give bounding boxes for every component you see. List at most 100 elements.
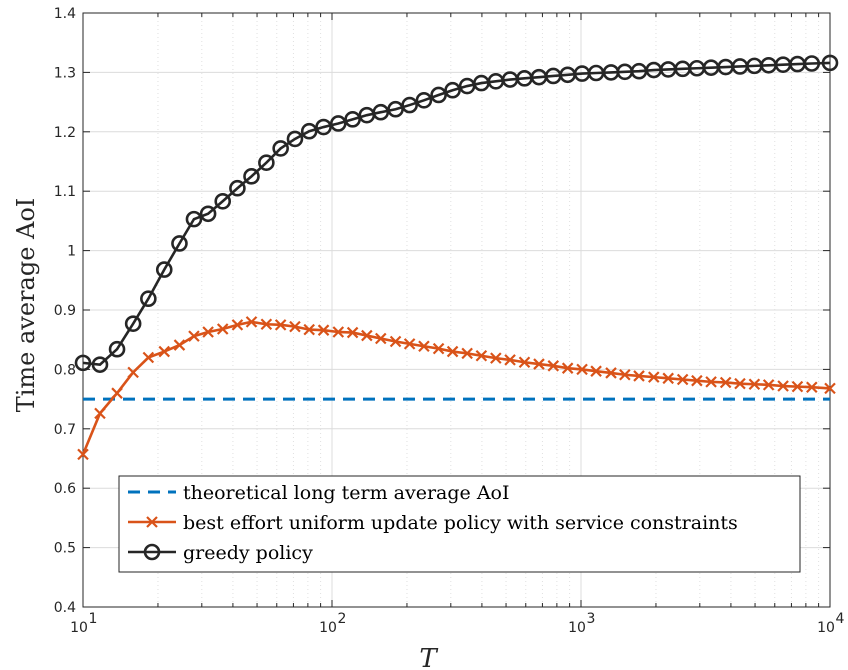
y-tick-label: 0.8: [54, 362, 76, 378]
data-point-x-marker: [662, 372, 674, 385]
x-tick-exponent: 4: [836, 611, 845, 627]
greedy-series: [74, 54, 839, 373]
data-point-x-marker: [188, 330, 200, 342]
y-tick-label: 0.6: [54, 481, 76, 497]
y-tick-label: 0.5: [54, 541, 76, 557]
y-tick-label: 1.4: [54, 6, 76, 22]
data-point-x-marker: [762, 379, 775, 391]
legend-box: [118, 475, 801, 573]
data-point-x-marker: [605, 367, 617, 379]
y-tick-label: 0.7: [54, 422, 76, 438]
data-point-x-marker: [389, 335, 402, 348]
data-point-circle-marker: [155, 261, 173, 278]
y-axis-title: Time average AoI: [12, 198, 40, 413]
data-point-circle-marker: [444, 81, 461, 99]
x-tick-base: 10: [319, 620, 337, 636]
data-point-x-marker: [806, 381, 818, 393]
data-point-x-marker: [561, 362, 574, 374]
series: [74, 54, 839, 461]
data-point-x-marker: [446, 345, 459, 358]
data-point-x-marker: [777, 380, 789, 392]
data-point-x-marker: [274, 319, 287, 331]
x-tick-label: 103: [568, 611, 595, 636]
data-point-circle-marker: [185, 210, 203, 228]
data-point-x-marker: [142, 351, 155, 364]
data-point-x-marker: [719, 376, 732, 389]
x-tick-exponent: 1: [89, 611, 98, 627]
data-point-x-marker: [127, 366, 139, 379]
data-point-x-marker: [111, 387, 123, 399]
y-tick-label: 0.4: [54, 600, 76, 616]
best-effort-series: [77, 316, 836, 461]
data-point-circle-marker: [258, 154, 275, 171]
y-tick-label: 1.2: [54, 125, 76, 141]
data-point-x-marker: [533, 358, 545, 370]
greedy-series-line: [82, 61, 831, 367]
x-tick-label: 101: [70, 611, 97, 636]
data-point-circle-marker: [74, 354, 92, 372]
y-tick-label: 1: [67, 244, 76, 260]
data-point-x-marker: [791, 380, 804, 393]
data-point-circle-marker: [108, 340, 126, 358]
data-point-circle-marker: [315, 118, 332, 136]
data-point-x-marker: [173, 339, 186, 351]
data-point-x-marker: [824, 382, 836, 395]
data-point-x-marker: [461, 347, 473, 360]
data-point-x-marker: [705, 376, 717, 388]
y-tick-label: 0.9: [54, 303, 76, 319]
data-point-circle-marker: [91, 356, 109, 373]
x-tick-base: 10: [817, 620, 835, 636]
x-tick-label: 104: [817, 611, 844, 636]
data-point-x-marker: [303, 323, 315, 336]
data-point-x-marker: [245, 316, 258, 328]
data-point-x-marker: [490, 352, 502, 364]
data-point-circle-marker: [372, 103, 390, 121]
data-point-x-marker: [475, 349, 488, 362]
data-point-circle-marker: [330, 115, 347, 132]
y-tick-label: 1.1: [54, 184, 76, 200]
data-point-x-marker: [576, 363, 588, 376]
data-point-x-marker: [202, 326, 214, 338]
data-point-x-marker: [158, 345, 171, 358]
data-point-x-marker: [647, 371, 660, 383]
data-point-x-marker: [77, 448, 89, 461]
data-point-circle-marker: [199, 205, 217, 223]
data-point-x-marker: [619, 368, 631, 381]
data-point-x-marker: [317, 324, 330, 336]
data-point-circle-marker: [300, 122, 318, 140]
data-point-circle-marker: [286, 130, 304, 148]
y-tick-labels: 0.4 0.5 0.6 0.7 0.8 0.9 1 1.1 1.2 1.3 1.4: [54, 6, 76, 616]
data-point-x-marker: [375, 332, 387, 345]
data-point-circle-marker: [803, 55, 821, 72]
x-tick-base: 10: [70, 620, 88, 636]
data-point-x-marker: [518, 356, 531, 369]
data-point-circle-marker: [415, 92, 433, 109]
data-point-circle-marker: [821, 54, 839, 72]
x-tick-base: 10: [568, 620, 586, 636]
data-point-x-marker: [432, 342, 445, 355]
data-point-circle-marker: [272, 140, 289, 157]
data-point-x-marker: [590, 365, 602, 377]
data-point-circle-marker: [171, 235, 188, 252]
best-effort-series-line: [81, 320, 831, 455]
legend-label-best-effort: best effort uniform update policy with s…: [183, 512, 738, 534]
data-point-x-marker: [361, 329, 373, 342]
data-point-x-marker: [289, 320, 301, 333]
data-point-x-marker: [734, 377, 746, 390]
data-point-x-marker: [691, 374, 703, 387]
data-point-circle-marker: [140, 290, 157, 308]
data-point-x-marker: [216, 323, 229, 335]
data-point-x-marker: [676, 373, 689, 386]
data-point-x-marker: [504, 354, 516, 366]
x-tick-exponent: 3: [587, 611, 596, 627]
x-tick-label: 102: [319, 611, 346, 636]
data-point-x-marker: [403, 338, 416, 350]
legend-label-theoretical: theoretical long term average AoI: [183, 482, 509, 504]
data-point-x-marker: [94, 407, 106, 420]
data-point-x-marker: [346, 326, 359, 339]
data-point-x-marker: [547, 360, 560, 372]
data-point-circle-marker: [124, 315, 142, 332]
data-point-circle-marker: [344, 111, 361, 128]
